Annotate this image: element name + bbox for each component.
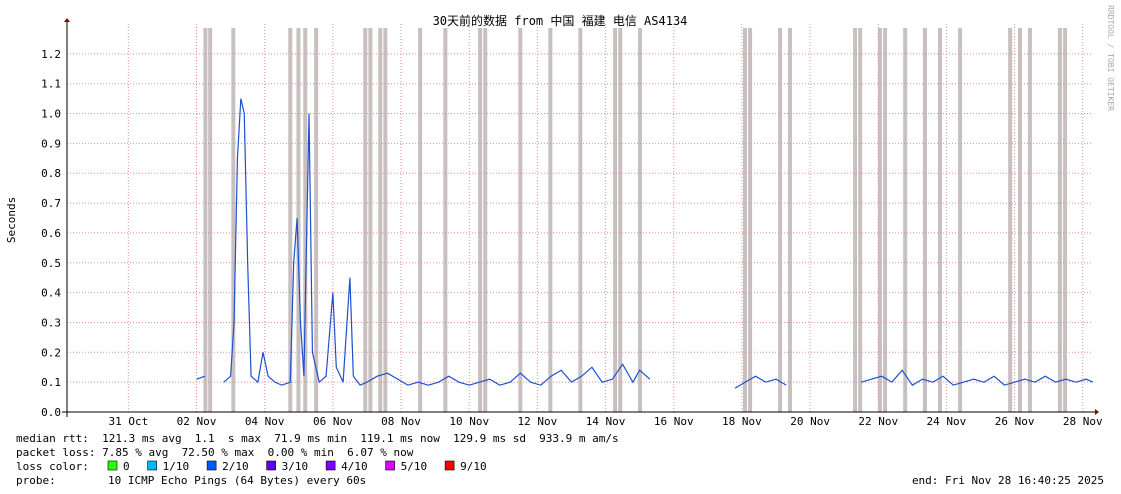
y-tick-label: 0.4 [41,287,61,300]
loss-bar [853,28,858,412]
x-tick-label: 10 Nov [449,415,489,428]
y-tick-label: 1.1 [41,78,61,91]
legend-label: loss color: [16,460,89,473]
y-tick-label: 1.0 [41,108,61,121]
x-tick-label: 28 Nov [1063,415,1103,428]
x-tick-label: 04 Nov [245,415,285,428]
loss-bar [618,28,623,412]
stats-line: median rtt: 121.3 ms avg 1.1 s max 71.9 … [16,432,619,445]
loss-bar [418,28,423,412]
x-tick-label: 31 Oct [108,415,148,428]
loss-bar [231,28,236,412]
loss-bar [958,28,963,412]
x-axis-arrow [1095,409,1099,415]
x-tick-label: 18 Nov [722,415,762,428]
legend-swatch [206,460,217,471]
loss-bar [613,28,618,412]
loss-bar [368,28,373,412]
loss-bar [1063,28,1068,412]
y-tick-label: 0.1 [41,376,61,389]
watermark: RRDTOOL / TOBI OETIKER [1106,5,1115,111]
loss-bar [578,28,583,412]
loss-bar [937,28,942,412]
legend-entry: 0 [123,460,130,473]
loss-bar [787,28,792,412]
legend-entry: 5/10 [401,460,428,473]
loss-bar [378,28,383,412]
x-tick-label: 14 Nov [586,415,626,428]
loss-bar [548,28,553,412]
legend-swatch [107,460,118,471]
y-tick-label: 0.8 [41,167,61,180]
loss-bar [778,28,783,412]
loss-bar [903,28,908,412]
x-tick-label: 02 Nov [177,415,217,428]
x-tick-label: 06 Nov [313,415,353,428]
loss-bar [1018,28,1023,412]
legend-swatch [325,460,336,471]
loss-bar [922,28,927,412]
loss-bar [296,28,301,412]
end-time: end: Fri Nov 28 16:40:25 2025 [912,474,1104,487]
x-tick-label: 24 Nov [927,415,967,428]
loss-bar [748,28,753,412]
stats-line: packet loss: 7.85 % avg 72.50 % max 0.00… [16,446,414,459]
legend-entry: 3/10 [282,460,309,473]
x-tick-label: 22 Nov [858,415,898,428]
legend-entry: 9/10 [460,460,487,473]
legend-entry: 2/10 [222,460,249,473]
loss-bar [303,28,308,412]
chart-title: 30天前的数据 from 中国 福建 电信 AS4134 [433,13,688,28]
loss-bar [883,28,888,412]
y-tick-label: 0.5 [41,257,61,270]
loss-bar [1027,28,1032,412]
legend-swatch [444,460,455,471]
loss-bar [1057,28,1062,412]
loss-bar [483,28,488,412]
loss-bar [363,28,368,412]
loss-bar [518,28,523,412]
loss-bar [637,28,642,412]
loss-bar [203,28,208,412]
loss-bar [314,28,319,412]
y-tick-label: 1.2 [41,48,61,61]
x-tick-label: 08 Nov [381,415,421,428]
x-tick-label: 20 Nov [790,415,830,428]
probe-label: probe: [16,474,56,487]
loss-bar [1008,28,1013,412]
median-line [196,98,1094,389]
legend-entry: 4/10 [341,460,368,473]
loss-bar [742,28,747,412]
y-axis-label: Seconds [5,197,18,243]
y-tick-label: 0.9 [41,137,61,150]
probe-text: 10 ICMP Echo Pings (64 Bytes) every 60s [108,474,366,487]
loss-bar [288,28,293,412]
y-tick-label: 0.6 [41,227,61,240]
legend-swatch [385,460,395,471]
loss-bar [383,28,388,412]
legend-swatch [147,460,157,471]
y-tick-label: 0.3 [41,316,61,329]
legend-swatch [266,460,276,471]
x-tick-label: 16 Nov [654,415,694,428]
loss-bar [478,28,483,412]
y-tick-label: 0.2 [41,346,61,359]
loss-bar [877,28,882,412]
y-tick-label: 0.7 [41,197,61,210]
loss-bar [443,28,448,412]
x-tick-label: 26 Nov [995,415,1035,428]
loss-bar [208,28,213,412]
y-axis-arrow [64,18,70,22]
loss-bar [858,28,863,412]
y-tick-label: 0.0 [41,406,61,419]
x-tick-label: 12 Nov [518,415,558,428]
legend-entry: 1/10 [163,460,190,473]
